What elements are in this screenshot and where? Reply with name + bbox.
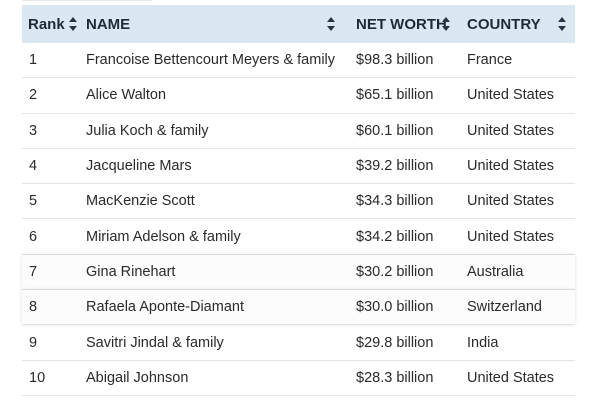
country-cell: France <box>467 52 513 69</box>
header-net-worth-label: NET WORTH <box>356 15 447 33</box>
rank-cell: 7 <box>29 263 38 280</box>
net-worth-cell: $29.8 billion <box>356 334 434 351</box>
rank-cell: 2 <box>29 87 38 104</box>
name-cell: Gina Rinehart <box>86 263 176 280</box>
header-net-worth[interactable]: NET WORTH <box>344 5 459 43</box>
top-divider <box>22 0 152 5</box>
header-country-label: COUNTRY <box>467 15 541 33</box>
country-cell: United States <box>467 369 555 386</box>
sort-arrows-icon[interactable] <box>558 17 567 31</box>
header-name[interactable]: NAME <box>86 5 344 43</box>
net-worth-cell: $30.2 billion <box>356 263 434 280</box>
billionaires-table: Rank NAME NET WORTH COUNTRY 1 Francoise B… <box>22 5 575 396</box>
sort-arrows-icon[interactable] <box>327 17 336 31</box>
country-cell: India <box>467 334 499 351</box>
rank-cell: 8 <box>29 299 38 316</box>
table-row[interactable]: 5 MacKenzie Scott $34.3 billion United Stat… <box>22 184 575 220</box>
table-row[interactable]: 3 Julia Koch & family $60.1 billion United … <box>22 114 575 149</box>
name-cell: Miriam Adelson & family <box>86 228 241 245</box>
table-body: 1 Francoise Bettencourt Meyers & family $9… <box>22 43 575 396</box>
name-cell: Francoise Bettencourt Meyers & family <box>86 52 336 69</box>
table-row[interactable]: 4 Jacqueline Mars $39.2 billion United Stat… <box>22 149 575 185</box>
rank-cell: 10 <box>29 369 46 386</box>
net-worth-cell: $39.2 billion <box>356 158 434 175</box>
rank-cell: 3 <box>29 122 38 139</box>
header-rank[interactable]: Rank <box>22 5 86 43</box>
table-row[interactable]: 6 Miriam Adelson & family $34.2 billion Uni… <box>22 219 575 255</box>
name-cell: Savitri Jindal & family <box>86 334 224 351</box>
country-cell: United States <box>467 158 555 175</box>
rank-cell: 9 <box>29 334 38 351</box>
rank-cell: 4 <box>29 158 38 175</box>
name-cell: Jacqueline Mars <box>86 158 192 175</box>
name-cell: Rafaela Aponte-Diamant <box>86 299 244 316</box>
name-cell: Julia Koch & family <box>86 122 209 139</box>
table-row[interactable]: 7 Gina Rinehart $30.2 billion Australia <box>22 254 575 291</box>
table-header: Rank NAME NET WORTH COUNTRY <box>22 5 575 43</box>
name-cell: Alice Walton <box>86 87 167 104</box>
net-worth-cell: $28.3 billion <box>356 369 434 386</box>
table-row[interactable]: 8 Rafaela Aponte-Diamant $30.0 billion Swit… <box>22 290 575 326</box>
rank-cell: 5 <box>29 193 38 210</box>
net-worth-cell: $34.2 billion <box>356 228 434 245</box>
net-worth-cell: $65.1 billion <box>356 87 434 104</box>
sort-arrows-icon[interactable] <box>442 17 451 31</box>
net-worth-cell: $34.3 billion <box>356 193 434 210</box>
table-row[interactable]: 9 Savitri Jindal & family $29.8 billion Ind… <box>22 325 575 361</box>
net-worth-cell: $98.3 billion <box>356 52 434 69</box>
country-cell: Switzerland <box>467 299 542 316</box>
table-row[interactable]: 2 Alice Walton $65.1 billion United States <box>22 78 575 114</box>
country-cell: United States <box>467 122 555 139</box>
header-country[interactable]: COUNTRY <box>459 5 575 43</box>
country-cell: Australia <box>467 263 524 280</box>
header-rank-label: Rank <box>28 15 65 33</box>
net-worth-cell: $60.1 billion <box>356 122 434 139</box>
sort-arrows-icon[interactable] <box>69 17 78 31</box>
rank-cell: 6 <box>29 228 38 245</box>
name-cell: MacKenzie Scott <box>86 193 195 210</box>
country-cell: United States <box>467 228 555 245</box>
country-cell: United States <box>467 87 555 104</box>
table-row[interactable]: 1 Francoise Bettencourt Meyers & family $9… <box>22 43 575 79</box>
header-name-label: NAME <box>86 15 131 33</box>
country-cell: United States <box>467 193 555 210</box>
rank-cell: 1 <box>29 52 38 69</box>
name-cell: Abigail Johnson <box>86 369 189 386</box>
net-worth-cell: $30.0 billion <box>356 299 434 316</box>
table-row[interactable]: 10 Abigail Johnson $28.3 billion United Sta… <box>22 361 575 396</box>
